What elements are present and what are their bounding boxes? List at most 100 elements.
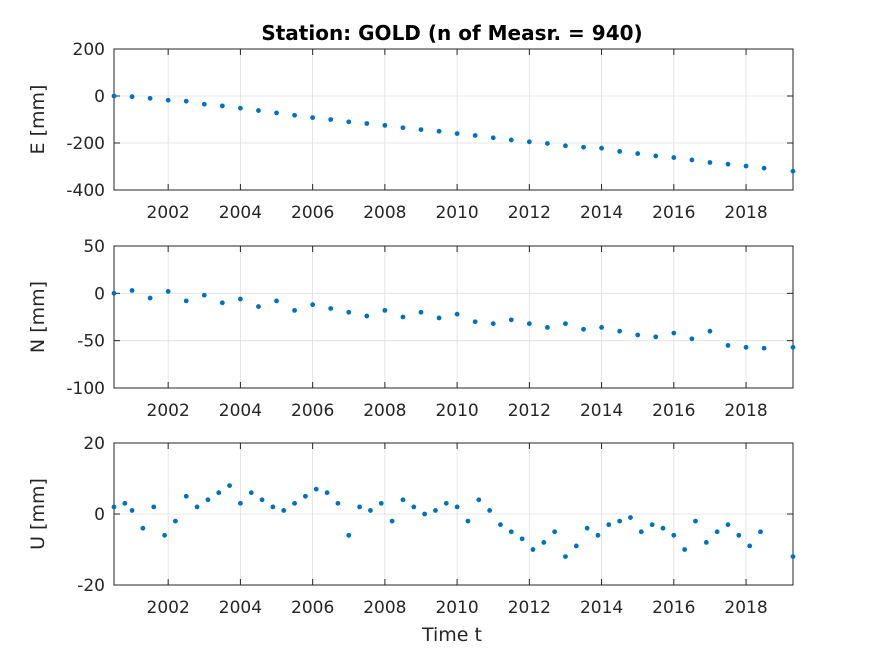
x-tick-label: 2014 <box>580 598 623 618</box>
data-point <box>707 160 713 165</box>
x-tick-label: 2006 <box>291 401 334 421</box>
data-point <box>599 325 604 330</box>
data-point <box>725 522 731 528</box>
data-point <box>682 547 688 552</box>
data-point <box>216 490 222 496</box>
data-point <box>443 500 449 506</box>
x-tick-label: 2004 <box>219 203 262 223</box>
panel-E: 2002 2004 2006 2008 2010 2012 2014 2016 2018 -400… <box>27 40 796 223</box>
data-point <box>382 307 388 313</box>
data-point <box>346 309 352 315</box>
data-point <box>147 95 153 101</box>
data-point <box>617 149 623 154</box>
data-point <box>219 103 225 109</box>
data-point <box>238 296 243 302</box>
data-point <box>378 500 384 506</box>
data-point <box>238 500 243 506</box>
data-point <box>292 112 297 118</box>
data-point <box>573 543 579 549</box>
data-point <box>172 518 178 524</box>
y-tick-label: -400 <box>66 181 105 201</box>
data-point <box>129 288 135 293</box>
data-point <box>552 529 558 535</box>
data-point <box>707 328 713 334</box>
axes-box <box>113 245 794 389</box>
x-tick-label: 2002 <box>147 401 190 421</box>
data-point <box>436 128 442 134</box>
data-point <box>714 529 720 535</box>
data-point <box>346 119 352 125</box>
data-point <box>563 321 568 327</box>
x-tick-label: 2004 <box>219 401 262 421</box>
data-point <box>201 101 207 107</box>
data-point <box>660 525 666 531</box>
y-axis-label: N [mm] <box>27 281 49 353</box>
data-point <box>357 504 362 510</box>
data-point <box>465 518 471 524</box>
data-point <box>274 298 279 304</box>
data-point <box>508 529 514 535</box>
data-point <box>472 319 478 325</box>
data-point <box>635 332 641 338</box>
data-point <box>400 314 406 320</box>
data-point <box>129 94 135 100</box>
y-tick-label: 0 <box>94 284 105 304</box>
data-point <box>454 131 460 137</box>
data-point <box>324 490 330 496</box>
data-point <box>418 309 424 315</box>
data-point <box>595 532 601 538</box>
data-point <box>743 344 749 350</box>
data-point <box>736 532 742 538</box>
data-point <box>671 532 677 538</box>
data-point <box>581 144 586 150</box>
data-point <box>526 321 532 327</box>
x-tick-label: 2014 <box>580 203 623 223</box>
data-point <box>364 121 370 126</box>
x-tick-label: 2018 <box>724 203 767 223</box>
x-tick-label: 2008 <box>363 203 406 223</box>
data-point <box>281 508 287 513</box>
data-point <box>248 490 254 496</box>
x-tick-label: 2002 <box>147 203 190 223</box>
y-tick-label: 0 <box>94 505 105 525</box>
data-point <box>743 163 749 169</box>
data-point <box>165 97 171 103</box>
data-point <box>530 547 536 552</box>
data-point <box>671 155 677 160</box>
data-point <box>628 515 633 520</box>
data-point <box>498 522 503 528</box>
data-point <box>219 300 225 306</box>
data-point <box>270 504 276 510</box>
panels-group: 2002 2004 2006 2008 2010 2012 2014 2016 2018 -400… <box>27 40 796 618</box>
data-point <box>292 500 297 506</box>
data-point <box>238 105 243 111</box>
x-tick-label: 2004 <box>219 598 262 618</box>
data-point <box>147 295 153 301</box>
data-point <box>599 145 604 151</box>
x-tick-label: 2018 <box>724 598 767 618</box>
data-point <box>418 127 424 133</box>
y-axis-label: U [mm] <box>27 478 49 550</box>
data-point <box>758 529 763 535</box>
data-point <box>328 117 334 122</box>
data-point <box>436 315 442 321</box>
data-point <box>274 110 279 116</box>
data-point <box>194 504 200 510</box>
data-point <box>635 151 641 156</box>
data-point <box>563 143 568 149</box>
y-tick-label: -100 <box>66 379 105 399</box>
x-tick-label: 2010 <box>435 598 478 618</box>
data-point <box>310 115 316 121</box>
x-tick-label: 2006 <box>291 203 334 223</box>
data-point <box>689 336 695 342</box>
x-tick-label: 2016 <box>652 401 695 421</box>
x-axis-label: Time t <box>421 624 482 646</box>
data-point <box>389 518 395 524</box>
data-point <box>693 518 698 524</box>
x-tick-label: 2018 <box>724 401 767 421</box>
data-point <box>487 508 493 513</box>
x-tick-label: 2008 <box>363 598 406 618</box>
y-axis-label: E [mm] <box>27 85 49 155</box>
y-tick-label: 0 <box>94 87 105 107</box>
